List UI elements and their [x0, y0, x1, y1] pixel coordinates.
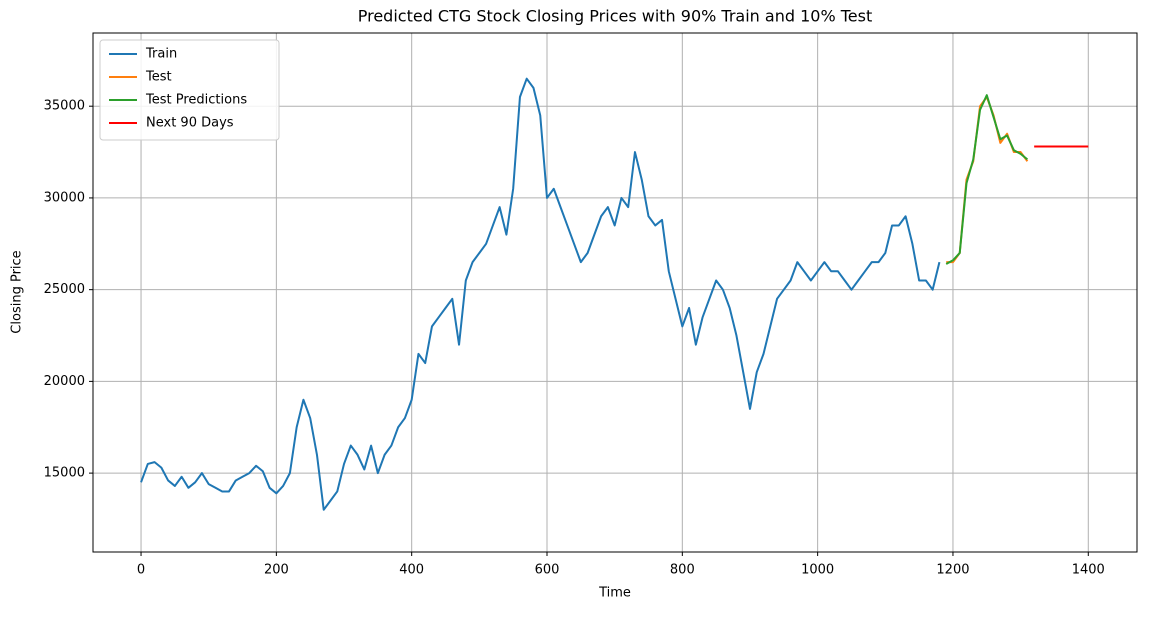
x-tick-label: 200	[264, 563, 289, 578]
y-tick-label: 30000	[44, 190, 85, 205]
x-tick-label: 600	[535, 563, 560, 578]
series-line	[945, 94, 1029, 265]
y-tick-label: 20000	[44, 374, 85, 389]
y-tick-label: 35000	[44, 99, 85, 114]
legend-box	[99, 39, 280, 141]
y-tick-label: 15000	[44, 466, 85, 481]
x-tick-label: 1400	[1072, 563, 1105, 578]
x-tick-label: 1200	[936, 563, 969, 578]
plot-frame	[92, 32, 1138, 553]
legend-label: Test	[145, 70, 172, 85]
series-line	[946, 96, 1029, 264]
x-tick-label: 0	[137, 563, 145, 578]
legend-label: Train	[145, 47, 177, 62]
legend-label: Next 90 Days	[146, 116, 234, 131]
y-axis-label: Closing Price	[10, 250, 25, 333]
x-tick-label: 1000	[801, 563, 834, 578]
legend-label: Test Predictions	[145, 93, 247, 108]
series-line	[140, 77, 941, 511]
x-tick-label: 400	[399, 563, 424, 578]
chart-title: Predicted CTG Stock Closing Prices with …	[358, 7, 873, 26]
y-tick-label: 25000	[44, 282, 85, 297]
x-axis-label: Time	[598, 586, 631, 601]
x-tick-label: 800	[670, 563, 695, 578]
